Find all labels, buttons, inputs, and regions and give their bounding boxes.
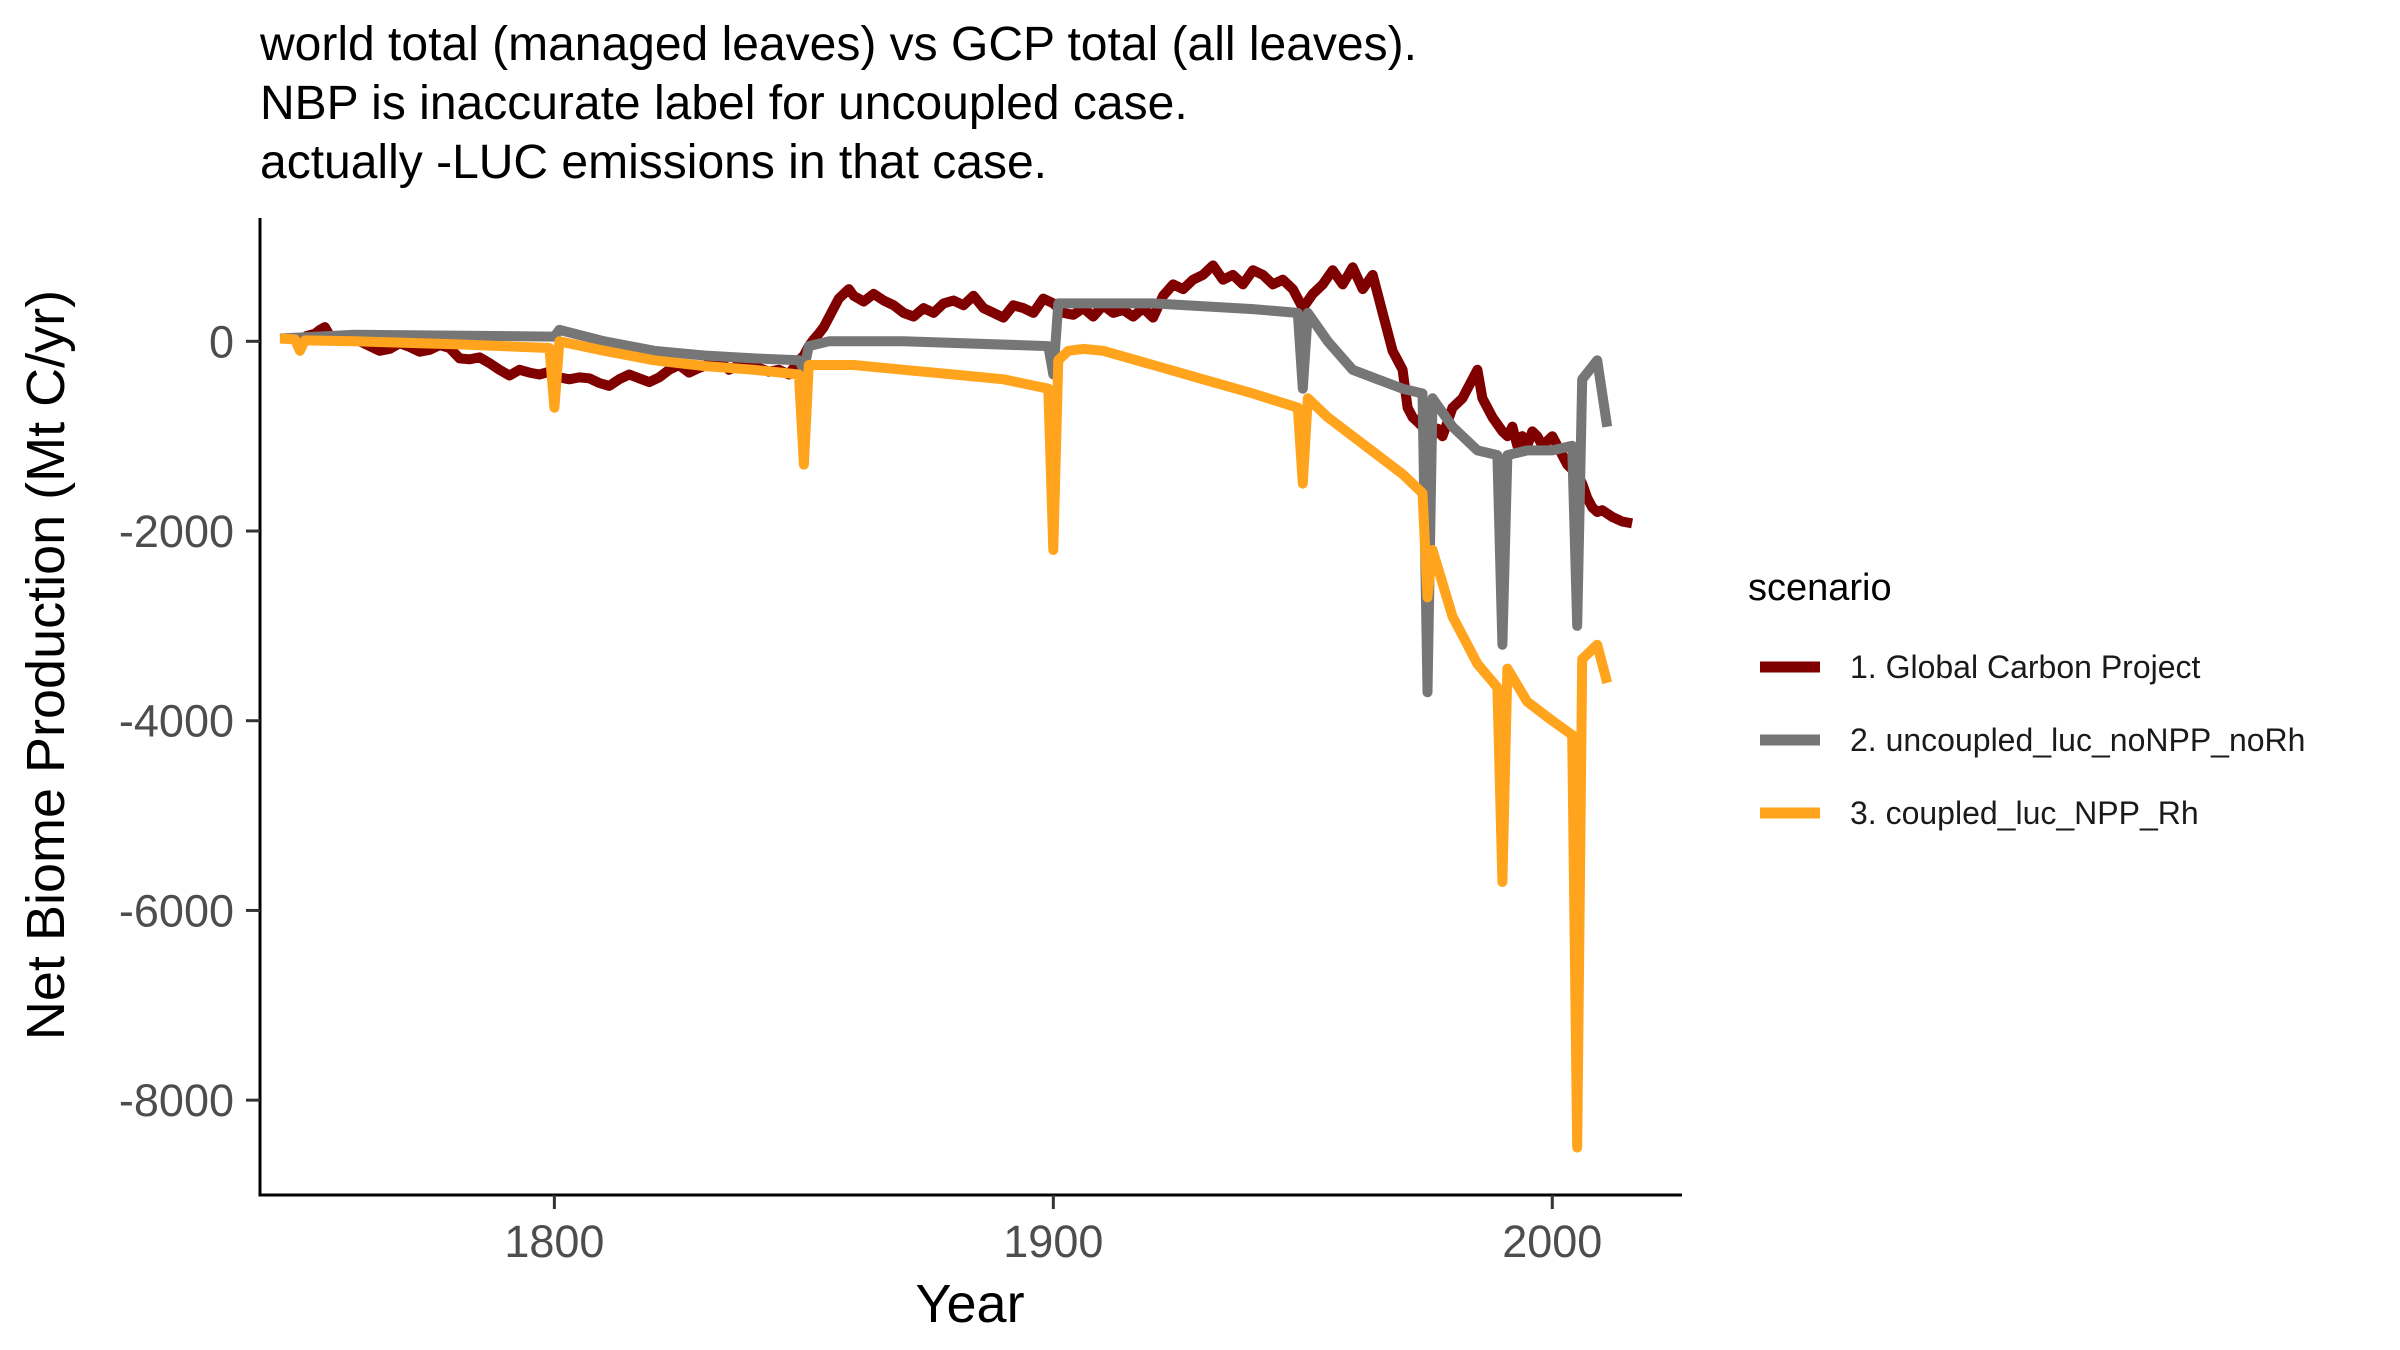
- title-line-2: NBP is inaccurate label for uncoupled ca…: [260, 77, 1188, 130]
- x-tick-label: 1900: [1003, 1216, 1103, 1267]
- legend-label-3: 3. coupled_luc_NPP_Rh: [1850, 795, 2199, 831]
- x-axis-title: Year: [915, 1274, 1024, 1334]
- title-line-3: actually -LUC emissions in that case.: [260, 136, 1047, 189]
- legend-label-1: 1. Global Carbon Project: [1850, 649, 2201, 685]
- y-tick-label: -8000: [119, 1075, 234, 1126]
- y-tick-label: -2000: [119, 506, 234, 557]
- x-axis-ticks: 1800 1900 2000: [504, 1195, 1602, 1267]
- series-line-1: [303, 260, 1634, 529]
- legend: scenario 1. Global Carbon Project 2. unco…: [1748, 567, 2305, 831]
- chart-title: world total (managed leaves) vs GCP tota…: [259, 18, 1417, 189]
- series-line-2: [279, 298, 1613, 698]
- plot-area: [279, 260, 1634, 1153]
- y-axis-ticks: 0 -2000 -4000 -6000 -8000: [119, 316, 260, 1126]
- series-line-3: [279, 333, 1613, 1153]
- x-tick-label: 2000: [1502, 1216, 1602, 1267]
- y-tick-label: -4000: [119, 696, 234, 747]
- x-tick-label: 1800: [504, 1216, 604, 1267]
- y-tick-label: 0: [209, 316, 234, 367]
- y-axis-title: Net Biome Production (Mt C/yr): [16, 290, 76, 1040]
- legend-label-2: 2. uncoupled_luc_noNPP_noRh: [1850, 722, 2305, 758]
- title-line-1: world total (managed leaves) vs GCP tota…: [259, 18, 1417, 71]
- legend-title: scenario: [1748, 567, 1892, 609]
- y-tick-label: -6000: [119, 885, 234, 936]
